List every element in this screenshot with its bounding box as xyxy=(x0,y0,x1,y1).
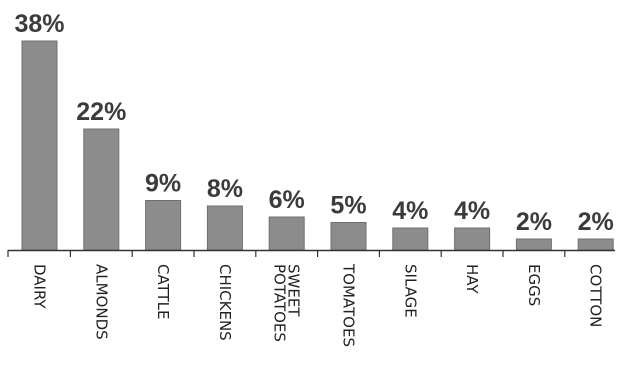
bar-almonds xyxy=(83,128,120,251)
value-label-eggs: 2% xyxy=(516,208,552,236)
category-label-line: CHICKENS xyxy=(216,264,234,341)
x-axis xyxy=(7,249,615,257)
category-label-line: HAY xyxy=(463,264,481,294)
value-label-cattle: 9% xyxy=(145,170,181,198)
category-label-tomatoes: TOMATOES xyxy=(340,263,358,347)
category-label-cattle: CATTLE xyxy=(154,264,172,319)
category-label-line: TOMATOES xyxy=(340,263,358,347)
bar-tomatoes xyxy=(330,222,367,251)
bar-chickens xyxy=(206,205,243,251)
value-labels-group: 38% 22% 9% 8% 6% 5% 4% 4% 2% 2% xyxy=(14,10,613,236)
category-label-line: SWEET xyxy=(285,264,303,317)
value-label-tomatoes: 5% xyxy=(330,192,366,220)
value-label-hay: 4% xyxy=(454,197,490,225)
category-label-eggs: EGGS xyxy=(525,264,543,306)
value-label-silage: 4% xyxy=(392,197,428,225)
category-label-dairy: DAIRY xyxy=(31,264,49,309)
category-label-almonds: ALMONDS xyxy=(92,264,110,340)
value-label-almonds: 22% xyxy=(76,98,126,126)
bar-cotton xyxy=(577,238,614,251)
bar-silage xyxy=(392,227,429,251)
category-label-line: CATTLE xyxy=(154,264,172,319)
bar-sweet-potatoes xyxy=(268,216,305,251)
category-label-silage: SILAGE xyxy=(401,264,419,318)
category-label-line: EGGS xyxy=(525,264,543,306)
bar-eggs xyxy=(515,238,552,251)
category-label-cotton: COTTON xyxy=(587,264,605,327)
category-label-line: SILAGE xyxy=(401,264,419,318)
value-label-cotton: 2% xyxy=(578,208,614,236)
value-label-sweet-potatoes: 6% xyxy=(269,186,305,214)
bars-group xyxy=(21,40,614,251)
category-label-line: POTATOES xyxy=(271,264,289,342)
value-label-dairy: 38% xyxy=(14,10,64,38)
category-label-chickens: CHICKENS xyxy=(216,264,234,341)
bar-cattle xyxy=(145,200,182,251)
bar-hay xyxy=(454,227,491,251)
value-label-chickens: 8% xyxy=(207,175,243,203)
category-label-line: ALMONDS xyxy=(92,264,110,340)
category-label-line: COTTON xyxy=(587,264,605,327)
category-label-hay: HAY xyxy=(463,264,481,294)
category-label-line: DAIRY xyxy=(31,264,49,309)
bar-dairy xyxy=(21,40,58,251)
